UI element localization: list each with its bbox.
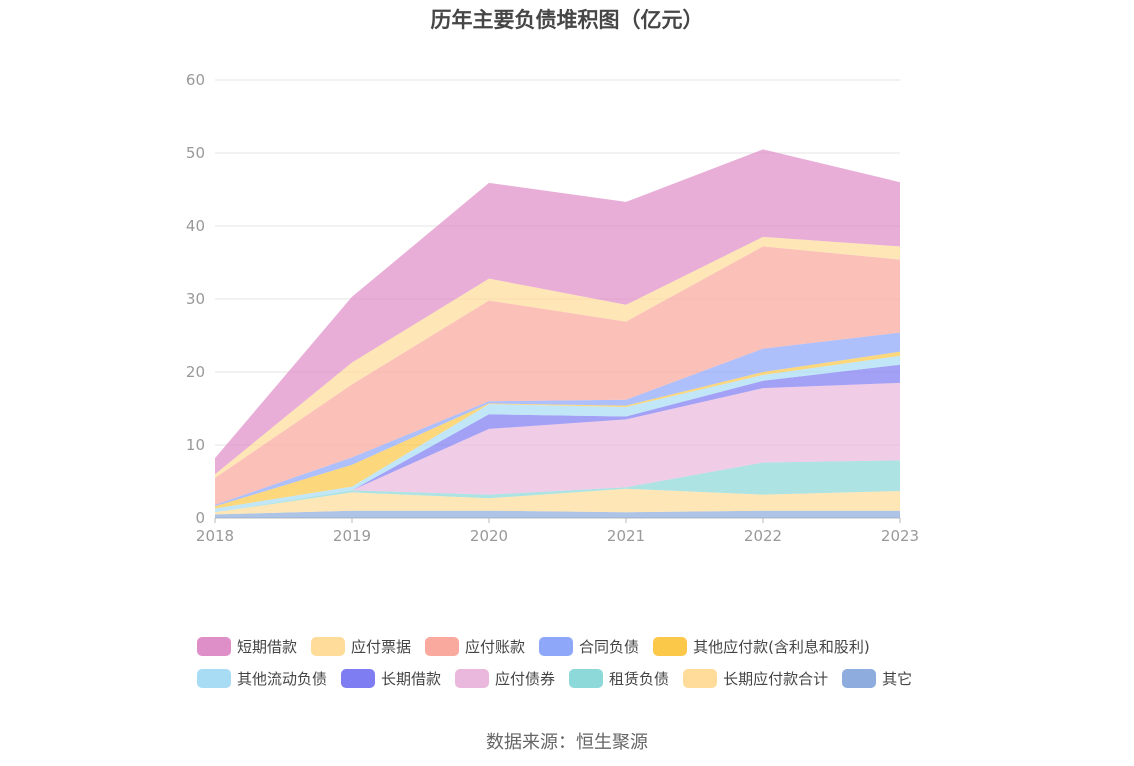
axes: 0 10 20 30 40 50 60 2018 2019 2020 2021 2022 2023 <box>186 71 919 545</box>
legend-item[interactable]: 租赁负债 <box>569 668 669 689</box>
y-tick-label: 10 <box>186 436 205 454</box>
legend-item[interactable]: 应付账款 <box>425 636 525 657</box>
legend-swatch <box>341 668 376 688</box>
legend-swatch <box>197 636 231 656</box>
legend-swatch <box>455 668 490 688</box>
legend-item[interactable]: 其他流动负债 <box>197 668 327 689</box>
legend-item[interactable]: 应付债券 <box>455 668 555 689</box>
y-tick-label: 0 <box>195 509 205 527</box>
legend-swatch <box>842 668 877 688</box>
area-series-6 <box>215 351 900 509</box>
legend-row: 短期借款 应付票据 应付账款 合同负债 其他应付款(含利息和股利) <box>197 630 957 662</box>
legend-label: 其他流动负债 <box>237 669 328 688</box>
y-tick-label: 30 <box>186 290 205 308</box>
x-tick-label: 2023 <box>881 527 919 545</box>
legend: 短期借款 应付票据 应付账款 合同负债 其他应付款(含利息和股利) 其他流动负债 长期借款… <box>197 630 957 694</box>
legend-swatch <box>425 636 460 656</box>
legend-item[interactable]: 短期借款 <box>197 636 297 657</box>
y-tick-label: 20 <box>186 363 205 381</box>
legend-swatch <box>653 636 688 656</box>
legend-label: 应付债券 <box>495 669 556 688</box>
legend-item[interactable]: 长期借款 <box>341 668 441 689</box>
x-tick-label: 2022 <box>744 527 782 545</box>
chart-title: 历年主要负债堆积图（亿元） <box>430 8 704 32</box>
area-series-4 <box>215 364 900 513</box>
area-series-3 <box>215 382 900 513</box>
stacked-area-chart: 0 10 20 30 40 50 60 2018 2019 2020 2021 2022 2023 <box>186 71 919 545</box>
y-tick-label: 60 <box>186 71 205 89</box>
area-series-7 <box>215 332 900 507</box>
x-tick-label: 2020 <box>470 527 508 545</box>
legend-label: 长期借款 <box>381 669 442 688</box>
legend-label: 其它 <box>882 669 913 688</box>
y-tick-label: 50 <box>186 144 205 162</box>
legend-swatch <box>683 668 718 688</box>
legend-label: 应付账款 <box>465 637 526 656</box>
area-series-10 <box>215 149 900 475</box>
area-series <box>215 149 900 518</box>
legend-label: 短期借款 <box>237 637 298 656</box>
legend-swatch <box>569 668 604 688</box>
x-tick-label: 2019 <box>333 527 371 545</box>
legend-item[interactable]: 合同负债 <box>539 636 639 657</box>
legend-item[interactable]: 其它 <box>842 668 912 689</box>
legend-label: 合同负债 <box>579 637 640 656</box>
legend-item[interactable]: 其他应付款(含利息和股利) <box>653 636 870 657</box>
legend-label: 租赁负债 <box>609 669 670 688</box>
x-tick-label: 2018 <box>196 527 234 545</box>
legend-label: 应付票据 <box>351 637 412 656</box>
area-series-2 <box>215 460 900 513</box>
area-series-8 <box>215 246 900 505</box>
legend-swatch <box>311 636 346 656</box>
legend-row: 其他流动负债 长期借款 应付债券 租赁负债 长期应付款合计 其它 <box>197 662 957 694</box>
area-series-1 <box>215 488 900 515</box>
legend-label: 长期应付款合计 <box>723 669 829 688</box>
y-tick-label: 40 <box>186 217 205 235</box>
legend-swatch <box>197 668 231 688</box>
area-series-5 <box>215 355 900 513</box>
data-source: 数据来源：恒生聚源 <box>486 732 648 753</box>
legend-label: 其他应付款(含利息和股利) <box>693 637 870 656</box>
legend-item[interactable]: 应付票据 <box>311 636 411 657</box>
area-series-0 <box>215 510 900 518</box>
legend-item[interactable]: 长期应付款合计 <box>683 668 828 689</box>
legend-swatch <box>539 636 574 656</box>
x-tick-label: 2021 <box>607 527 645 545</box>
